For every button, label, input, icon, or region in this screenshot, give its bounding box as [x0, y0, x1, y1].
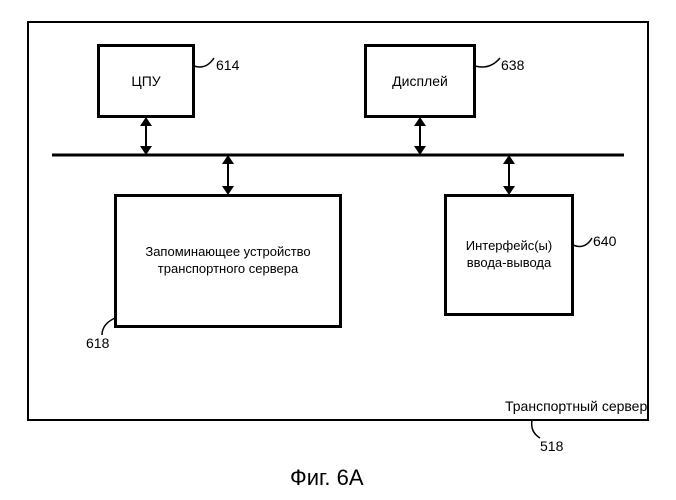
- cpu-box: ЦПУ: [98, 45, 194, 117]
- io-box: Интерфейс(ы) ввода-вывода: [445, 195, 573, 315]
- display-ref: 638: [501, 57, 524, 73]
- display-label: Дисплей: [392, 72, 448, 90]
- cpu-label: ЦПУ: [131, 72, 160, 90]
- io-ref: 640: [593, 233, 616, 249]
- outer-ref: 518: [540, 438, 563, 454]
- memory-label: Запоминающее устройство транспортного се…: [145, 244, 310, 278]
- figure-caption: Фиг. 6А: [290, 465, 364, 491]
- cpu-ref: 614: [216, 57, 239, 73]
- memory-ref: 618: [86, 335, 109, 351]
- io-label: Интерфейс(ы) ввода-вывода: [466, 238, 552, 272]
- display-box: Дисплей: [365, 45, 475, 117]
- outer-label: Транспортный сервер: [505, 398, 647, 414]
- memory-box: Запоминающее устройство транспортного се…: [115, 195, 341, 327]
